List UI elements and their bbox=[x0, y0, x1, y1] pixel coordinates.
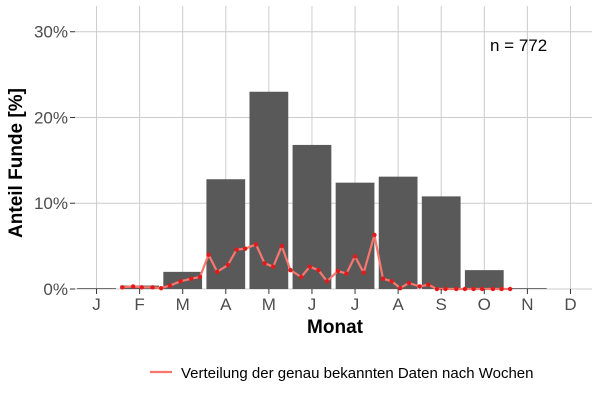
weekly-point bbox=[214, 269, 220, 275]
x-tick-label: F bbox=[134, 295, 144, 314]
weekly-point bbox=[270, 264, 276, 269]
bar bbox=[464, 270, 504, 289]
weekly-point bbox=[158, 285, 164, 291]
legend-label: Verteilung der genau bekannten Daten nac… bbox=[181, 365, 534, 382]
weekly-point bbox=[234, 247, 239, 252]
weekly-point bbox=[479, 286, 485, 292]
weekly-point bbox=[279, 243, 284, 249]
weekly-point bbox=[434, 286, 440, 292]
y-tick-label: 10% bbox=[34, 194, 68, 213]
weekly-point bbox=[380, 276, 386, 281]
x-tick-label: M bbox=[176, 295, 190, 314]
bar-series bbox=[77, 91, 547, 290]
weekly-point bbox=[344, 271, 349, 276]
weekly-point bbox=[471, 286, 476, 292]
bar bbox=[249, 91, 289, 290]
weekly-point bbox=[417, 284, 422, 289]
weekly-point bbox=[197, 274, 203, 280]
bar bbox=[292, 144, 332, 289]
weekly-point bbox=[225, 262, 231, 268]
weekly-point bbox=[167, 283, 172, 288]
weekly-point bbox=[189, 276, 194, 281]
weekly-point bbox=[262, 261, 267, 266]
weekly-point bbox=[406, 280, 412, 286]
weekly-point bbox=[499, 286, 504, 292]
weekly-point bbox=[324, 279, 330, 284]
bar bbox=[77, 288, 116, 289]
weekly-point bbox=[178, 279, 183, 284]
x-tick-label: J bbox=[92, 295, 101, 314]
bar bbox=[507, 288, 547, 289]
weekly-point bbox=[253, 242, 259, 247]
weekly-point bbox=[443, 286, 448, 292]
weekly-point bbox=[298, 274, 304, 280]
weekly-point bbox=[288, 267, 293, 273]
weekly-point bbox=[462, 286, 468, 292]
axis-ticks: 0% 10% 20% 30% J F M A M J J A S O N D bbox=[34, 23, 577, 314]
x-tick-label: A bbox=[220, 295, 232, 314]
weekly-point bbox=[206, 252, 211, 257]
x-tick-label: O bbox=[478, 295, 491, 314]
weekly-point bbox=[398, 285, 403, 291]
weekly-point bbox=[139, 285, 144, 290]
weekly-point bbox=[150, 285, 155, 290]
weekly-point bbox=[490, 286, 496, 292]
x-tick-label: N bbox=[521, 295, 533, 314]
weekly-point bbox=[507, 286, 513, 292]
y-tick-label: 30% bbox=[34, 23, 68, 42]
x-tick-label: J bbox=[308, 295, 317, 314]
weekly-point bbox=[372, 232, 377, 238]
x-tick-label: J bbox=[351, 295, 360, 314]
weekly-line-series bbox=[120, 232, 513, 292]
bar bbox=[378, 176, 418, 289]
weekly-point bbox=[242, 246, 248, 251]
y-tick-label: 0% bbox=[43, 280, 68, 299]
x-tick-label: S bbox=[436, 295, 447, 314]
x-axis-title: Monat bbox=[307, 317, 364, 338]
x-tick-label: D bbox=[564, 295, 576, 314]
bar bbox=[421, 196, 461, 289]
weekly-point bbox=[307, 264, 313, 269]
y-axis-title: Anteil Funde [%] bbox=[6, 88, 27, 238]
weekly-point bbox=[335, 268, 341, 274]
weekly-point bbox=[389, 279, 394, 284]
weekly-point bbox=[316, 267, 321, 273]
weekly-point bbox=[454, 286, 459, 292]
legend: Verteilung der genau bekannten Daten nac… bbox=[150, 365, 534, 382]
x-tick-label: A bbox=[392, 295, 404, 314]
sample-size-annotation: n = 772 bbox=[490, 36, 547, 55]
weekly-point bbox=[361, 270, 366, 275]
weekly-point bbox=[426, 282, 431, 287]
weekly-point bbox=[120, 285, 125, 290]
y-tick-label: 20% bbox=[34, 108, 68, 127]
bar bbox=[206, 179, 246, 289]
weekly-point bbox=[130, 284, 136, 289]
weekly-point bbox=[352, 254, 358, 259]
x-tick-label: M bbox=[262, 295, 276, 314]
